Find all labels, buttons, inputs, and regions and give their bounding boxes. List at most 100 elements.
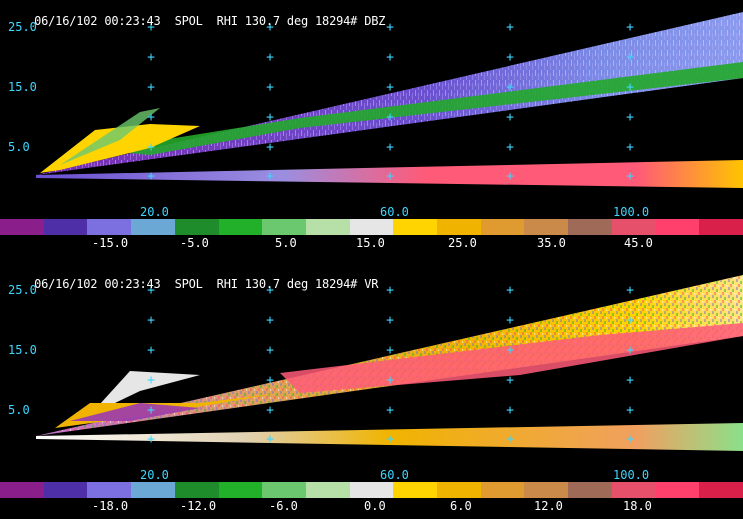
dbz-colorbar-swatch xyxy=(568,219,612,235)
dbz-y-label-15: 15.0 xyxy=(8,80,37,94)
range-grid-marker: + xyxy=(266,432,274,447)
dbz-y-label-5: 5.0 xyxy=(8,140,30,154)
dbz-y-label-25: 25.0 xyxy=(8,20,37,34)
dbz-colorbar-swatch xyxy=(524,219,569,235)
vr-colorbar-swatch xyxy=(174,482,219,498)
vr-colorbar-swatch xyxy=(218,482,263,498)
dbz-colorbar-swatch xyxy=(174,219,219,235)
range-grid-marker: + xyxy=(626,80,634,95)
vr-datetime: 06/16/102 00:23:43 xyxy=(34,277,161,291)
range-grid-marker: + xyxy=(147,343,155,358)
range-grid-marker: + xyxy=(386,373,394,388)
range-grid-marker: + xyxy=(506,169,514,184)
vr-colorbar-swatch xyxy=(131,482,175,498)
range-grid-marker: + xyxy=(626,169,634,184)
vr-colorbar-swatch xyxy=(568,482,612,498)
range-grid-marker: + xyxy=(506,110,514,125)
dbz-colorbar-swatch xyxy=(43,219,88,235)
vr-colorbar-swatch xyxy=(0,482,44,498)
range-grid-marker: + xyxy=(626,50,634,65)
dbz-scan-info: RHI 130.7 deg 18294# DBZ xyxy=(216,14,386,28)
vr-colorbar-swatch xyxy=(262,482,306,498)
vr-x-label-100: 100.0 xyxy=(613,468,650,482)
vr-y-label-15: 15.0 xyxy=(8,343,37,357)
vr-colorbar-swatch xyxy=(43,482,88,498)
dbz-colorbar-swatch xyxy=(480,219,525,235)
dbz-x-label-60: 60.0 xyxy=(380,205,409,219)
dbz-colorbar-swatch xyxy=(218,219,263,235)
dbz-cbar-label: 15.0 xyxy=(356,236,385,250)
dbz-x-label-100: 100.0 xyxy=(613,205,650,219)
range-grid-marker: + xyxy=(386,110,394,125)
vr-y-label-25: 25.0 xyxy=(8,283,37,297)
range-grid-marker: + xyxy=(147,403,155,418)
range-grid-marker: + xyxy=(147,140,155,155)
dbz-colorbar-swatch xyxy=(437,219,481,235)
range-grid-marker: + xyxy=(506,432,514,447)
range-grid-marker: + xyxy=(386,20,394,35)
dbz-colorbar-swatch xyxy=(87,219,132,235)
range-grid-marker: + xyxy=(386,140,394,155)
dbz-colorbar-swatch xyxy=(655,219,700,235)
vr-cbar-label: -12.0 xyxy=(180,499,217,513)
range-grid-marker: + xyxy=(266,313,274,328)
vr-colorbar-swatch xyxy=(305,482,350,498)
vr-colorbar-swatch xyxy=(524,482,569,498)
vr-panel: + + + + + + + + + + + + + + + + + + + + + + + + + + + + + + 06/16/102… xyxy=(0,263,743,518)
range-grid-marker: + xyxy=(386,80,394,95)
range-grid-marker: + xyxy=(506,80,514,95)
range-grid-marker: + xyxy=(626,283,634,298)
dbz-colorbar xyxy=(0,219,743,235)
range-grid-marker: + xyxy=(147,313,155,328)
range-grid-marker: + xyxy=(626,432,634,447)
range-grid-marker: + xyxy=(626,313,634,328)
dbz-header: 06/16/102 00:23:43 SPOL RHI 130.7 deg 1829… xyxy=(6,0,399,42)
vr-colorbar-swatch xyxy=(437,482,481,498)
dbz-colorbar-swatch xyxy=(131,219,175,235)
dbz-x-label-20: 20.0 xyxy=(140,205,169,219)
range-grid-marker: + xyxy=(266,50,274,65)
vr-y-label-5: 5.0 xyxy=(8,403,30,417)
range-grid-marker: + xyxy=(147,432,155,447)
dbz-panel: + + + + + + + + + + + + + + + + + + + + + + + + + + + + + + 06/16/102… xyxy=(0,0,743,255)
range-grid-marker: + xyxy=(626,403,634,418)
range-grid-marker: + xyxy=(386,343,394,358)
range-grid-marker: + xyxy=(147,110,155,125)
vr-cbar-label: 0.0 xyxy=(364,499,386,513)
dbz-cbar-label: 45.0 xyxy=(624,236,653,250)
range-grid-marker: + xyxy=(386,313,394,328)
range-grid-marker: + xyxy=(626,343,634,358)
dbz-colorbar-swatch xyxy=(349,219,394,235)
range-grid-marker: + xyxy=(626,110,634,125)
vr-colorbar xyxy=(0,482,743,498)
range-grid-marker: + xyxy=(626,20,634,35)
range-grid-marker: + xyxy=(506,403,514,418)
range-grid-marker: + xyxy=(506,343,514,358)
range-grid-marker: + xyxy=(266,20,274,35)
dbz-datetime: 06/16/102 00:23:43 xyxy=(34,14,161,28)
vr-cbar-label: 18.0 xyxy=(623,499,652,513)
vr-colorbar-swatch xyxy=(393,482,438,498)
vr-colorbar-swatch xyxy=(87,482,132,498)
vr-colorbar-swatch xyxy=(349,482,394,498)
dbz-colorbar-swatch xyxy=(0,219,44,235)
vr-colorbar-swatch xyxy=(699,482,743,498)
range-grid-marker: + xyxy=(266,140,274,155)
vr-colorbar-swatch xyxy=(611,482,656,498)
range-grid-marker: + xyxy=(266,343,274,358)
vr-header: 06/16/102 00:23:43 SPOL RHI 130.7 deg 1829… xyxy=(6,263,392,305)
range-grid-marker: + xyxy=(147,169,155,184)
dbz-cbar-label: 35.0 xyxy=(537,236,566,250)
range-grid-marker: + xyxy=(147,80,155,95)
range-grid-marker: + xyxy=(506,313,514,328)
range-grid-marker: + xyxy=(386,50,394,65)
range-grid-marker: + xyxy=(626,373,634,388)
range-grid-marker: + xyxy=(386,283,394,298)
dbz-colorbar-swatch xyxy=(699,219,743,235)
vr-colorbar-swatch xyxy=(655,482,700,498)
vr-x-label-60: 60.0 xyxy=(380,468,409,482)
range-grid-marker: + xyxy=(506,20,514,35)
range-grid-marker: + xyxy=(147,20,155,35)
vr-cbar-label: -6.0 xyxy=(269,499,298,513)
vr-cbar-label: 12.0 xyxy=(534,499,563,513)
